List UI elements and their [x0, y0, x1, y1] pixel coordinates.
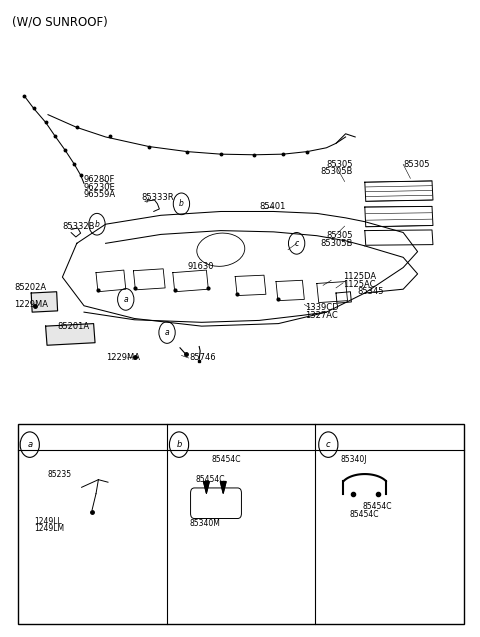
- Text: 85305: 85305: [326, 231, 353, 240]
- Text: (W/O SUNROOF): (W/O SUNROOF): [12, 16, 108, 29]
- Text: 96280F: 96280F: [84, 175, 115, 184]
- Text: b: b: [95, 220, 99, 229]
- Text: 85746: 85746: [190, 354, 216, 362]
- Text: 85305B: 85305B: [321, 239, 353, 248]
- Text: 1249LL: 1249LL: [35, 517, 62, 526]
- Text: 85345: 85345: [357, 287, 384, 296]
- Text: 96559A: 96559A: [84, 190, 116, 199]
- Text: 1249LM: 1249LM: [35, 524, 65, 533]
- Text: 85235: 85235: [48, 470, 72, 479]
- Text: 85340J: 85340J: [341, 455, 367, 464]
- Polygon shape: [31, 292, 58, 312]
- Polygon shape: [204, 482, 209, 493]
- Text: 85454C: 85454C: [211, 455, 240, 464]
- Polygon shape: [46, 324, 95, 345]
- Text: 85454C: 85454C: [196, 475, 225, 483]
- Text: 85305: 85305: [403, 160, 430, 169]
- Text: 85401: 85401: [259, 202, 286, 211]
- Text: b: b: [179, 199, 184, 208]
- Text: 91630: 91630: [187, 262, 214, 271]
- Text: a: a: [165, 328, 169, 337]
- Text: 85454C: 85454C: [362, 502, 392, 511]
- Text: 1125DA: 1125DA: [343, 272, 376, 281]
- Text: 1125AC: 1125AC: [343, 280, 376, 289]
- Text: 96230E: 96230E: [84, 183, 116, 192]
- Text: 85305: 85305: [326, 160, 353, 169]
- Text: 1339CD: 1339CD: [305, 303, 338, 312]
- Text: 1229MA: 1229MA: [106, 354, 140, 362]
- Text: a: a: [27, 440, 32, 449]
- Text: b: b: [176, 440, 182, 449]
- Bar: [18, 424, 464, 624]
- Text: 85305B: 85305B: [321, 168, 353, 176]
- Text: 85332B: 85332B: [62, 222, 95, 231]
- Polygon shape: [220, 482, 226, 493]
- Text: 1327AC: 1327AC: [305, 311, 337, 320]
- Text: 85340M: 85340M: [190, 519, 220, 528]
- Text: a: a: [123, 295, 128, 304]
- Text: 85202A: 85202A: [14, 283, 47, 292]
- Text: 85333R: 85333R: [142, 193, 174, 202]
- Text: 1229MA: 1229MA: [14, 300, 48, 309]
- Text: c: c: [326, 440, 331, 449]
- Text: c: c: [295, 239, 299, 248]
- Text: 85201A: 85201A: [58, 322, 90, 331]
- Text: 85454C: 85454C: [349, 510, 379, 519]
